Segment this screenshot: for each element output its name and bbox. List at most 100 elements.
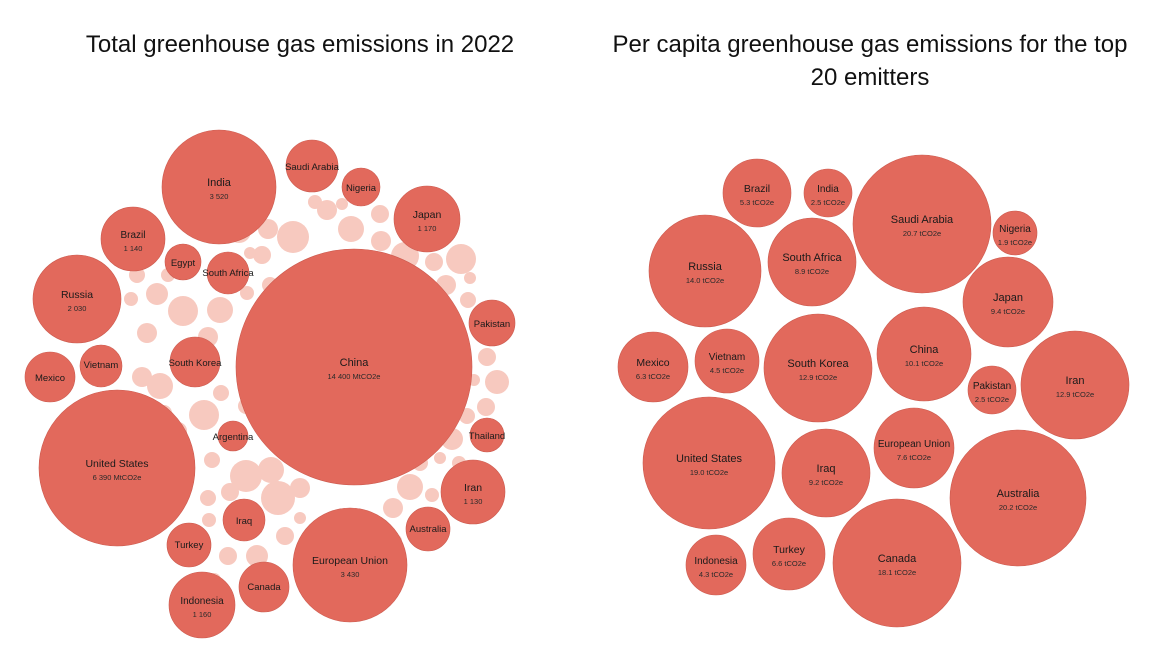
- bubble-russia-per-capita: [648, 214, 762, 328]
- bubble-pakistan: [468, 299, 516, 347]
- bubble-label-japan-per-capita: Japan: [993, 292, 1023, 304]
- filler-bubble: [383, 498, 403, 518]
- bubble-value-european-union-per-capita: 7.6 tCO2e: [897, 453, 931, 462]
- bubble-label-iran-per-capita: Iran: [1066, 375, 1085, 387]
- bubble-india: [161, 129, 277, 245]
- bubble-value-canada-per-capita: 18.1 tCO2e: [878, 568, 916, 577]
- bubble-label-south-africa: South Africa: [202, 268, 254, 279]
- bubble-value-china: 14 400 MtCO2e: [328, 372, 381, 381]
- bubble-iraq-per-capita: [781, 428, 871, 518]
- filler-bubble: [308, 195, 322, 209]
- bubble-vietnam-per-capita: [694, 328, 760, 394]
- bubble-value-indonesia: 1 160: [193, 610, 212, 619]
- bubble-value-india-per-capita: 2.5 tCO2e: [811, 198, 845, 207]
- bubble-china-per-capita: [876, 306, 972, 402]
- bubble-value-european-union: 3 430: [341, 570, 360, 579]
- bubble-indonesia-per-capita: [685, 534, 747, 596]
- filler-bubble: [202, 513, 216, 527]
- bubble-label-vietnam-per-capita: Vietnam: [709, 352, 746, 363]
- bubble-japan-per-capita: [962, 256, 1054, 348]
- bubble-thailand: [469, 417, 505, 453]
- bubble-label-vietnam: Vietnam: [84, 360, 119, 371]
- filler-bubble: [485, 370, 509, 394]
- bubble-label-pakistan: Pakistan: [474, 319, 510, 330]
- bubble-canada-per-capita: [832, 498, 962, 628]
- filler-bubble: [277, 221, 309, 253]
- filler-bubble: [294, 512, 306, 524]
- bubble-value-india: 3 520: [210, 192, 229, 201]
- bubble-nigeria-per-capita: [992, 210, 1038, 256]
- bubble-south-korea: [169, 336, 221, 388]
- bubble-india-per-capita: [803, 168, 853, 218]
- bubble-label-pakistan-per-capita: Pakistan: [973, 381, 1011, 392]
- bubble-label-iraq: Iraq: [236, 516, 252, 527]
- bubble-label-south-korea: South Korea: [169, 358, 223, 369]
- bubble-nigeria: [341, 167, 381, 207]
- bubble-egypt: [164, 243, 202, 281]
- bubble-value-united-states-per-capita: 19.0 tCO2e: [690, 468, 728, 477]
- bubble-value-south-korea-per-capita: 12.9 tCO2e: [799, 373, 837, 382]
- bubble-label-canada: Canada: [247, 582, 281, 593]
- bubble-value-vietnam-per-capita: 4.5 tCO2e: [710, 366, 744, 375]
- bubble-label-brazil: Brazil: [120, 230, 145, 241]
- bubble-label-canada-per-capita: Canada: [878, 553, 917, 565]
- filler-bubble: [219, 547, 237, 565]
- bubble-label-brazil-per-capita: Brazil: [744, 183, 770, 195]
- filler-bubble: [290, 478, 310, 498]
- bubble-value-brazil-per-capita: 5.3 tCO2e: [740, 198, 774, 207]
- filler-bubble: [338, 216, 364, 242]
- bubble-label-australia-per-capita: Australia: [997, 488, 1041, 500]
- bubble-label-south-korea-per-capita: South Korea: [787, 358, 849, 370]
- filler-bubble: [464, 272, 476, 284]
- chart-title-per-capita: Per capita greenhouse gas emissions for …: [612, 31, 1128, 91]
- filler-bubble: [253, 246, 271, 264]
- filler-bubble: [477, 398, 495, 416]
- bubble-china: [235, 248, 473, 486]
- bubble-united-states: [38, 389, 196, 547]
- bubble-label-nigeria: Nigeria: [346, 183, 377, 194]
- filler-bubble: [147, 373, 173, 399]
- bubble-value-united-states: 6 390 MtCO2e: [93, 473, 142, 482]
- bubble-brazil-per-capita: [722, 158, 792, 228]
- bubble-mexico: [24, 351, 76, 403]
- bubble-value-pakistan-per-capita: 2.5 tCO2e: [975, 395, 1009, 404]
- filler-bubble: [240, 286, 254, 300]
- bubble-label-mexico-per-capita: Mexico: [636, 357, 669, 369]
- bubble-value-south-africa-per-capita: 8.9 tCO2e: [795, 267, 829, 276]
- bubble-label-egypt: Egypt: [171, 258, 196, 269]
- bubble-label-turkey-per-capita: Turkey: [773, 544, 805, 556]
- filler-bubble: [230, 460, 262, 492]
- bubble-russia: [32, 254, 122, 344]
- bubble-value-saudi-arabia-per-capita: 20.7 tCO2e: [903, 229, 941, 238]
- bubble-value-russia-per-capita: 14.0 tCO2e: [686, 276, 724, 285]
- bubble-value-indonesia-per-capita: 4.3 tCO2e: [699, 570, 733, 579]
- bubble-label-saudi-arabia: Saudi Arabia: [285, 162, 340, 173]
- bubble-argentina: [217, 420, 249, 452]
- filler-bubble: [132, 367, 152, 387]
- filler-bubble: [124, 292, 138, 306]
- bubble-indonesia: [168, 571, 236, 639]
- bubble-label-european-union-per-capita: European Union: [878, 439, 950, 450]
- filler-bubble: [200, 490, 216, 506]
- bubble-value-mexico-per-capita: 6.3 tCO2e: [636, 372, 670, 381]
- bubble-turkey: [166, 522, 212, 568]
- bubble-canada: [238, 561, 290, 613]
- bubble-south-korea-per-capita: [763, 313, 873, 423]
- filler-bubble: [336, 198, 348, 210]
- bubble-label-iraq-per-capita: Iraq: [817, 463, 836, 475]
- filler-bubble: [189, 400, 219, 430]
- bubble-label-european-union: European Union: [312, 555, 388, 567]
- bubble-label-iran: Iran: [464, 482, 482, 494]
- filler-bubble: [207, 297, 233, 323]
- bubble-value-iraq-per-capita: 9.2 tCO2e: [809, 478, 843, 487]
- bubble-european-union-per-capita: [873, 407, 955, 489]
- bubble-label-australia: Australia: [410, 524, 448, 535]
- bubble-australia-per-capita: [949, 429, 1087, 567]
- filler-bubble: [317, 200, 337, 220]
- bubble-value-brazil: 1 140: [124, 244, 143, 253]
- bubble-label-united-states-per-capita: United States: [676, 453, 743, 465]
- filler-bubble: [213, 385, 229, 401]
- bubble-label-thailand: Thailand: [469, 431, 505, 442]
- bubble-iran-per-capita: [1020, 330, 1130, 440]
- bubble-vietnam: [79, 344, 123, 388]
